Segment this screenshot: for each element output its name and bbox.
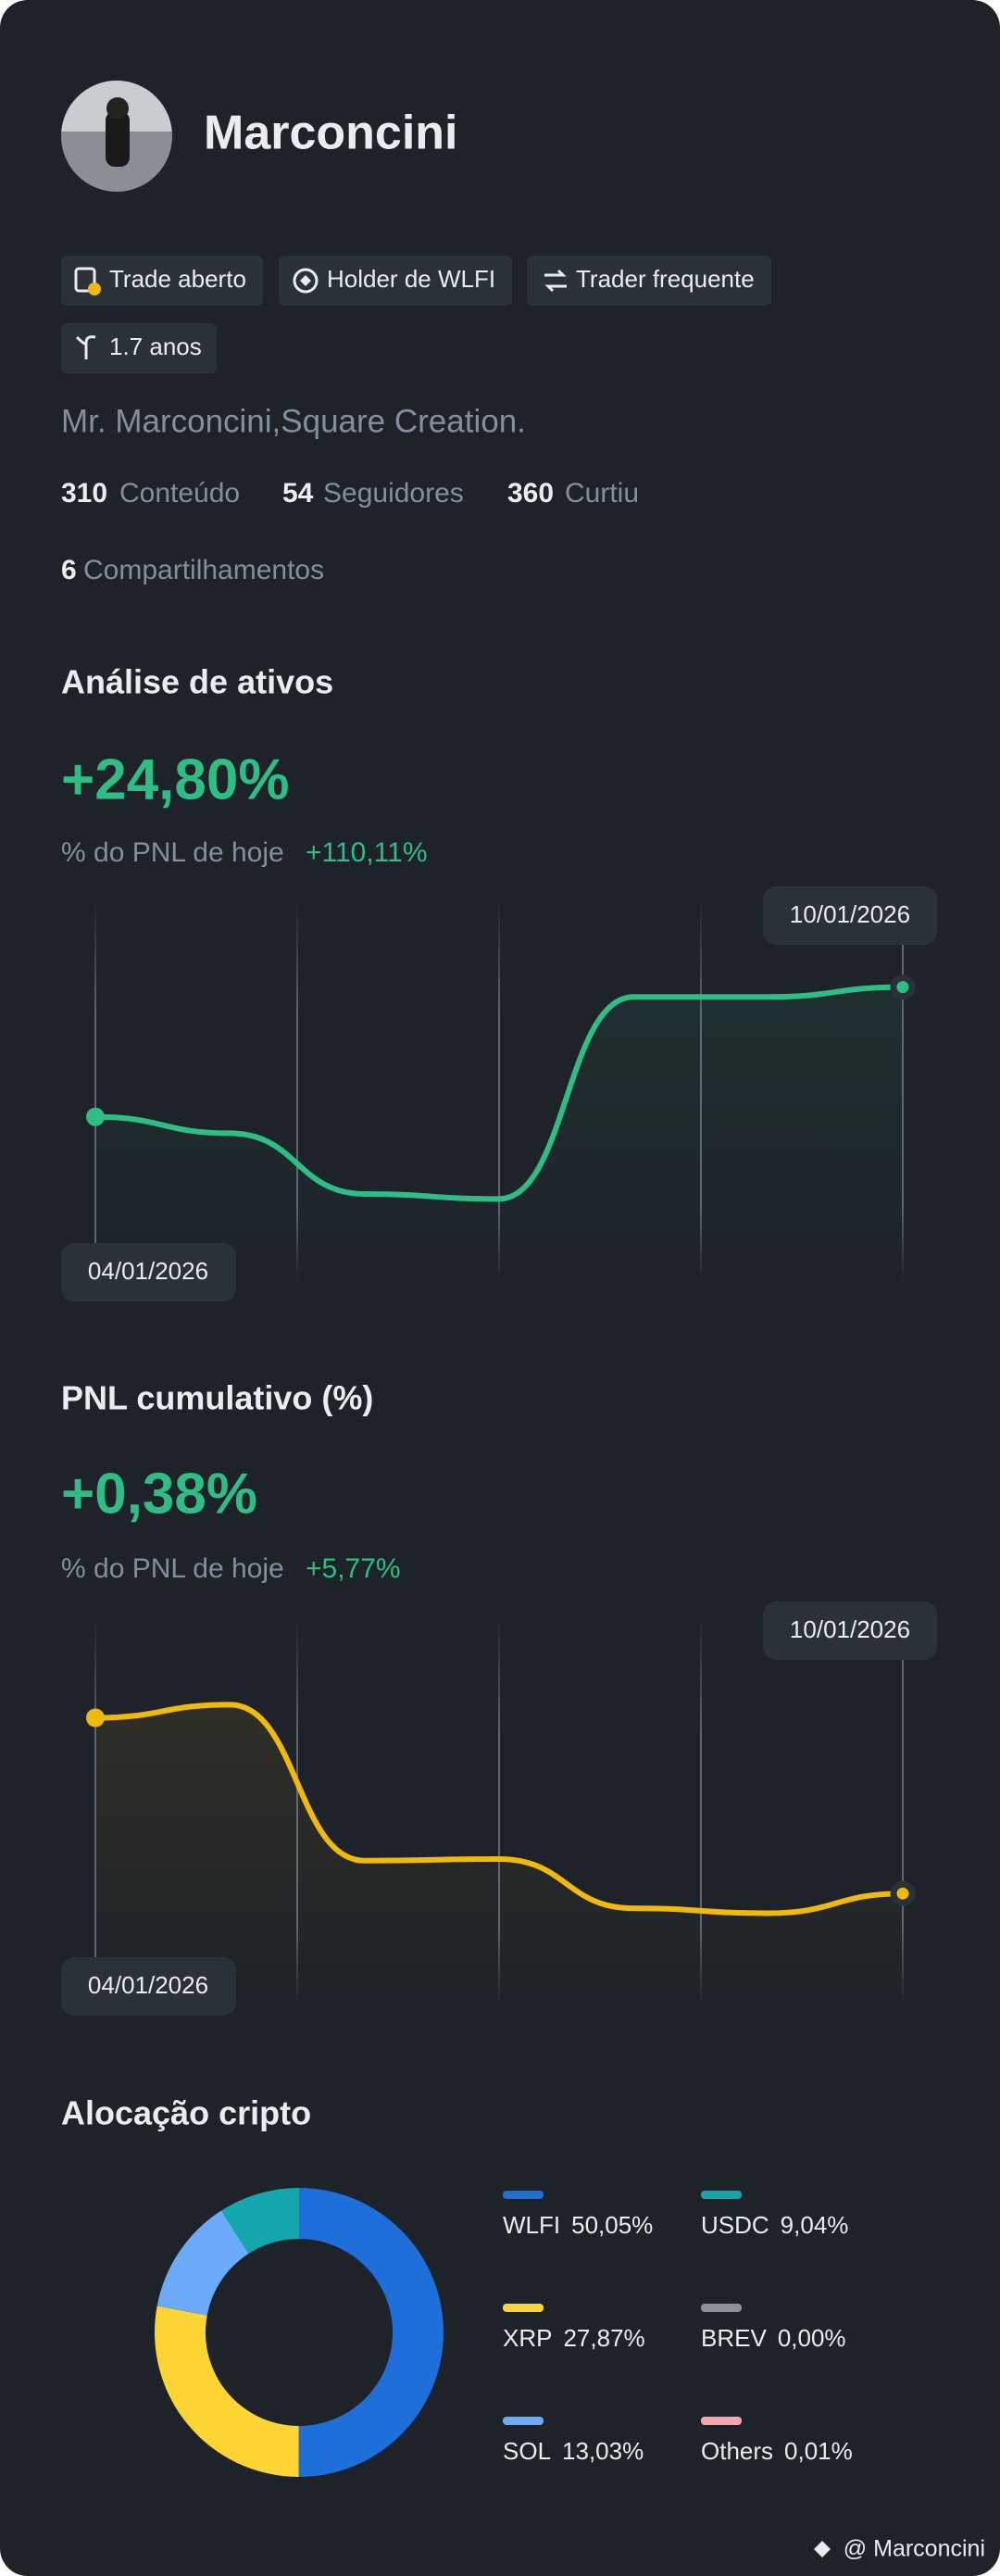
legend-label: XRP [503, 2324, 552, 2352]
stat-value: 310 [61, 478, 107, 509]
line [93, 1702, 906, 1916]
tooltip-date: 04/01/2026 [88, 1257, 208, 1285]
legend-value: 0,01% [784, 2437, 853, 2465]
section-title: PNL cumulativo (%) [61, 1379, 373, 1417]
legend-label: Others [701, 2437, 773, 2465]
legend-value: 50,05% [571, 2211, 653, 2239]
tag: Holder de WLFI [279, 256, 512, 306]
section-title: Análise de ativos [61, 663, 333, 701]
tooltip-date: 10/01/2026 [790, 1615, 910, 1643]
legend-swatch [701, 2191, 742, 2199]
headline-value: +24,80% [61, 748, 290, 811]
grid-line [296, 900, 298, 1281]
legend-value: 27,87% [563, 2324, 644, 2352]
subtitle: % do PNL de hoje [61, 1553, 284, 1584]
area [95, 1704, 903, 2004]
point [890, 974, 916, 1000]
legend-label: USDC [701, 2211, 769, 2239]
legend-value: 13,03% [562, 2437, 644, 2465]
tag-label: Holder de WLFI [327, 265, 495, 293]
legend-swatch [701, 2304, 742, 2312]
tooltip-date: 10/01/2026 [790, 900, 910, 928]
point [86, 1107, 105, 1126]
avatar [61, 81, 172, 192]
tooltip [763, 886, 937, 945]
stat-label: Curtiu [565, 478, 639, 509]
stat-label: Seguidores [323, 478, 464, 509]
stat-value: 360 [507, 478, 554, 509]
legend-swatch [701, 2417, 742, 2425]
stat-label: Conteúdo [119, 478, 240, 509]
tooltip [61, 1957, 236, 2016]
tag-label: Trader frequente [576, 265, 755, 293]
tooltip-date: 04/01/2026 [88, 1971, 208, 1999]
legend-swatch [503, 2304, 544, 2312]
donut-segment [298, 2188, 444, 2477]
grid-line [498, 900, 500, 1281]
bio: Mr. Marconcini,Square Creation. [61, 403, 526, 439]
profile-name: Marconcini [204, 107, 458, 160]
tag: Trade aberto [61, 256, 263, 306]
stat-value: 54 [282, 478, 314, 509]
legend-label: WLFI [503, 2211, 560, 2239]
tag-label: Trade aberto [109, 265, 246, 293]
subtitle-value: +5,77% [306, 1553, 401, 1584]
headline-value: +0,38% [61, 1462, 257, 1526]
legend-value: 0,00% [778, 2324, 846, 2352]
tooltip [763, 1602, 937, 1660]
legend-value: 9,04% [781, 2211, 849, 2239]
tag-label: 1.7 anos [109, 333, 202, 360]
stat-label: Compartilhamentos [83, 555, 324, 585]
point [890, 1880, 916, 1906]
line [93, 984, 906, 1202]
legend-swatch [503, 2417, 544, 2425]
stat-value: 6 [61, 555, 77, 585]
tag: 1.7 anos [61, 323, 217, 373]
legend-label: BREV [701, 2324, 767, 2352]
grid-line [94, 900, 96, 1281]
logo [814, 2541, 831, 2557]
area [95, 986, 903, 1281]
legend-label: SOL [503, 2437, 551, 2465]
grid-line [498, 1617, 500, 2004]
tag: Trader frequente [527, 256, 771, 306]
legend-swatch [503, 2191, 544, 2199]
grid-line [700, 1617, 702, 2004]
donut-segment [156, 2210, 249, 2316]
point [86, 1708, 105, 1728]
subtitle-value: +110,11% [306, 837, 428, 868]
donut-segment [220, 2188, 299, 2254]
donut-segment [154, 2306, 299, 2477]
subtitle: % do PNL de hoje [61, 837, 284, 868]
section-title: Alocação cripto [61, 2094, 311, 2132]
watermark: @ Marconcini [844, 2536, 985, 2562]
tooltip [61, 1243, 236, 1301]
